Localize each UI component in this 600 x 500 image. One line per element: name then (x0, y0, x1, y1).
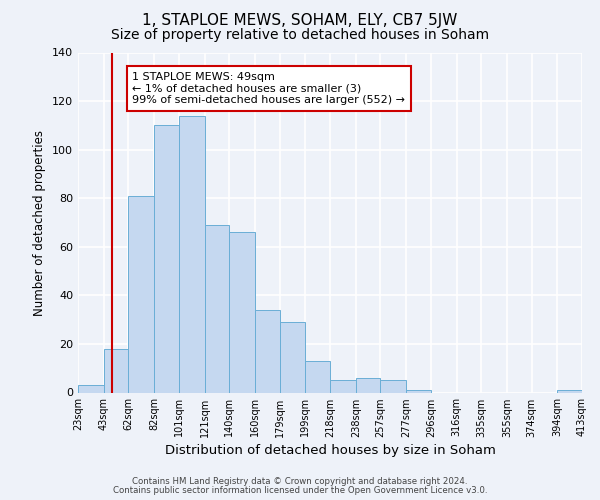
Bar (128, 196, 154, 392)
Text: 1 STAPLOE MEWS: 49sqm
← 1% of detached houses are smaller (3)
99% of semi-detach: 1 STAPLOE MEWS: 49sqm ← 1% of detached h… (132, 72, 405, 105)
Bar (154, 126, 179, 392)
Bar (280, 322, 305, 392)
Y-axis label: Number of detached properties: Number of detached properties (34, 130, 46, 316)
Bar (205, 225, 229, 392)
Text: Contains HM Land Registry data © Crown copyright and database right 2024.: Contains HM Land Registry data © Crown c… (132, 477, 468, 486)
Text: 1, STAPLOE MEWS, SOHAM, ELY, CB7 5JW: 1, STAPLOE MEWS, SOHAM, ELY, CB7 5JW (142, 12, 458, 28)
Bar (557, 390, 582, 392)
Bar (356, 378, 380, 392)
Bar (229, 232, 255, 392)
Text: Size of property relative to detached houses in Soham: Size of property relative to detached ho… (111, 28, 489, 42)
Bar (305, 361, 330, 392)
X-axis label: Distribution of detached houses by size in Soham: Distribution of detached houses by size … (164, 444, 496, 457)
Bar (380, 380, 406, 392)
Bar (104, 349, 128, 393)
Text: Contains public sector information licensed under the Open Government Licence v3: Contains public sector information licen… (113, 486, 487, 495)
Bar (406, 390, 431, 392)
Bar (78, 385, 104, 392)
Bar (179, 116, 205, 392)
Bar (330, 380, 356, 392)
Bar (255, 310, 280, 392)
